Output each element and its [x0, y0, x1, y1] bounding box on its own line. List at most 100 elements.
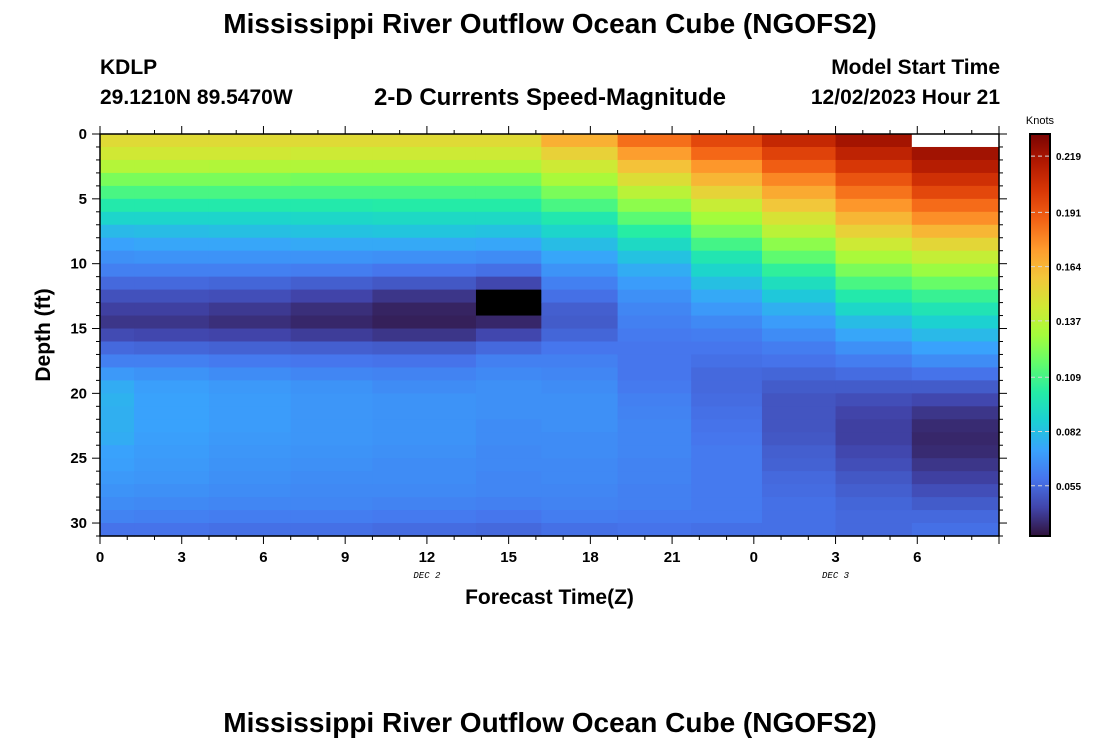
colorbar-tick-label: 0.109 — [1056, 373, 1081, 384]
heatmap-cell — [290, 146, 374, 161]
x-tick-label: 9 — [341, 549, 349, 566]
heatmap-cell — [911, 263, 1000, 278]
heatmap-cell — [541, 497, 619, 511]
heatmap-cell — [541, 510, 619, 524]
heatmap-cell — [372, 445, 477, 459]
heatmap-cell — [208, 328, 292, 343]
heatmap-cell — [100, 172, 135, 187]
heatmap-cell — [761, 471, 837, 485]
heatmap-cell — [134, 146, 210, 161]
x-tick-label: 3 — [178, 549, 186, 566]
heatmap-cell — [761, 315, 837, 330]
heatmap-cell — [372, 484, 477, 498]
heatmap-cell — [372, 393, 477, 407]
heatmap-cell — [290, 315, 374, 330]
heatmap-cell — [835, 510, 913, 524]
heatmap-cell — [475, 393, 542, 407]
heatmap-cell — [761, 237, 837, 252]
heatmap-cell — [208, 432, 292, 446]
y-tick-label: 25 — [70, 450, 87, 467]
heatmap-cell — [134, 497, 210, 511]
heatmap-cell — [134, 224, 210, 239]
heatmap-cell — [372, 289, 477, 304]
heatmap-cell — [541, 393, 619, 407]
heatmap-cell — [761, 276, 837, 291]
heatmap-cell — [475, 354, 542, 369]
heatmap-cell — [290, 250, 374, 265]
heatmap-cell — [208, 224, 292, 239]
heatmap-cell — [134, 393, 210, 407]
heatmap-cell — [475, 406, 542, 420]
heatmap-cell — [134, 523, 210, 537]
heatmap-cells — [100, 134, 1000, 537]
heatmap-cell — [835, 471, 913, 485]
heatmap-cell — [134, 134, 210, 148]
heatmap-cell — [911, 302, 1000, 317]
heatmap-cell — [835, 302, 913, 317]
heatmap-cell — [691, 250, 763, 265]
heatmap-cell — [691, 523, 763, 537]
heatmap-cell — [372, 510, 477, 524]
heatmap-cell — [541, 185, 619, 200]
colorbar: Knots 0.219 0.191 0.164 0.137 0.109 0.082 0.055 — [1026, 115, 1081, 537]
heatmap-cell — [372, 458, 477, 472]
heatmap-cell — [372, 172, 477, 187]
heatmap-cell — [835, 276, 913, 291]
heatmap-cell — [835, 341, 913, 356]
heatmap-cell — [134, 354, 210, 369]
heatmap-cell — [835, 497, 913, 511]
heatmap-cell — [372, 146, 477, 161]
heatmap-cell — [835, 393, 913, 407]
heatmap-cell — [911, 367, 1000, 381]
heatmap-cell — [100, 328, 135, 343]
heatmap-cell — [541, 406, 619, 420]
heatmap-cell — [911, 328, 1000, 343]
heatmap-cell — [617, 445, 692, 459]
heatmap-cell — [290, 367, 374, 381]
y-tick-label: 20 — [70, 385, 87, 402]
heatmap-cell — [617, 523, 692, 537]
heatmap-cell — [691, 172, 763, 187]
heatmap-cell — [134, 211, 210, 226]
heatmap-cell — [134, 471, 210, 485]
heatmap-cell — [100, 211, 135, 226]
heatmap-cell — [617, 134, 692, 148]
heatmap-cell — [835, 172, 913, 187]
heatmap-cell — [617, 471, 692, 485]
heatmap-cell — [541, 289, 619, 304]
heatmap-cell — [290, 185, 374, 200]
heatmap-cell — [541, 146, 619, 161]
heatmap-cell — [691, 354, 763, 369]
heatmap-cell — [372, 237, 477, 252]
heatmap-cell — [372, 328, 477, 343]
chart-title: Mississippi River Outflow Ocean Cube (NG… — [223, 8, 877, 39]
heatmap-cell — [691, 302, 763, 317]
heatmap-cell — [134, 315, 210, 330]
heatmap-cell — [134, 302, 210, 317]
heatmap-cell — [911, 198, 1000, 213]
heatmap-cell — [761, 211, 837, 226]
heatmap-cell — [541, 432, 619, 446]
heatmap-cell — [208, 380, 292, 394]
heatmap-cell — [475, 146, 542, 161]
heatmap-cell — [475, 263, 542, 278]
heatmap-cell — [475, 134, 542, 148]
y-tick-label: 0 — [79, 126, 87, 143]
heatmap-cell — [475, 172, 542, 187]
heatmap-cell — [911, 484, 1000, 498]
heatmap-cell — [290, 510, 374, 524]
heatmap-cell — [208, 458, 292, 472]
heatmap-cell — [541, 276, 619, 291]
heatmap-cell — [372, 250, 477, 265]
heatmap-cell — [208, 354, 292, 369]
heatmap-cell — [372, 419, 477, 433]
heatmap-cell — [290, 263, 374, 278]
heatmap-cell — [761, 341, 837, 356]
heatmap-cell — [100, 134, 135, 148]
heatmap-cell — [541, 445, 619, 459]
heatmap-cell — [617, 458, 692, 472]
heatmap-cell — [475, 198, 542, 213]
heatmap-cell — [290, 211, 374, 226]
heatmap-cell — [911, 419, 1000, 433]
heatmap-cell — [208, 510, 292, 524]
